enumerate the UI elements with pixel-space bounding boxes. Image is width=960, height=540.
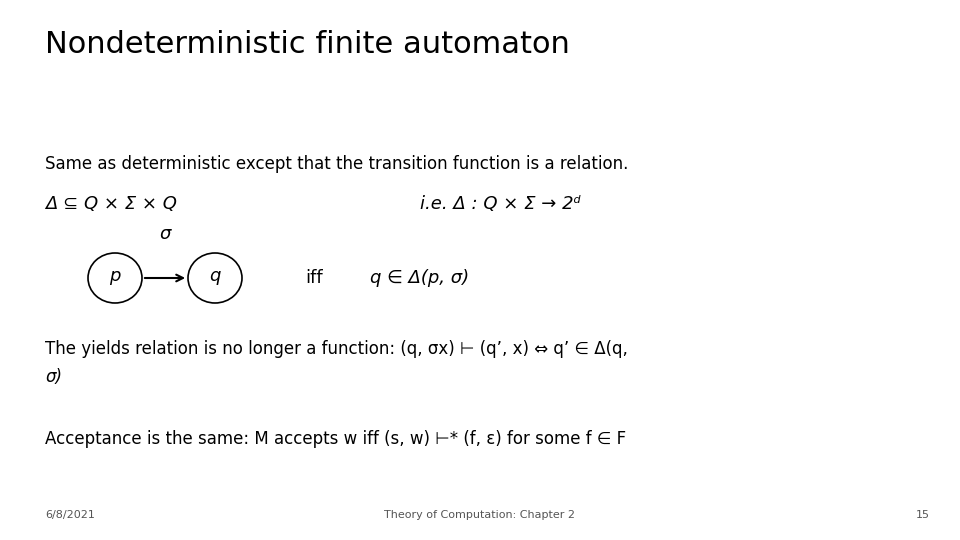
Text: The yields relation is no longer a function: (q, σx) ⊢ (q’, x) ⇔ q’ ∈ Δ(q,: The yields relation is no longer a funct…: [45, 340, 628, 358]
Text: Acceptance is the same: M accepts w iff (s, w) ⊢* (f, ε) for some f ∈ F: Acceptance is the same: M accepts w iff …: [45, 430, 626, 448]
Text: σ: σ: [159, 225, 171, 243]
Text: Theory of Computation: Chapter 2: Theory of Computation: Chapter 2: [385, 510, 575, 520]
Text: Same as deterministic except that the transition function is a relation.: Same as deterministic except that the tr…: [45, 155, 629, 173]
Text: σ): σ): [45, 368, 62, 386]
Text: p: p: [109, 267, 121, 285]
Text: q: q: [209, 267, 221, 285]
Text: i.e. Δ : Q × Σ → 2ᵈ: i.e. Δ : Q × Σ → 2ᵈ: [420, 195, 581, 213]
Text: iff: iff: [305, 269, 323, 287]
Text: 6/8/2021: 6/8/2021: [45, 510, 95, 520]
Text: q ∈ Δ(p, σ): q ∈ Δ(p, σ): [370, 269, 469, 287]
Text: Δ ⊆ Q × Σ × Q: Δ ⊆ Q × Σ × Q: [45, 195, 177, 213]
Text: Nondeterministic finite automaton: Nondeterministic finite automaton: [45, 30, 570, 59]
Text: 15: 15: [916, 510, 930, 520]
